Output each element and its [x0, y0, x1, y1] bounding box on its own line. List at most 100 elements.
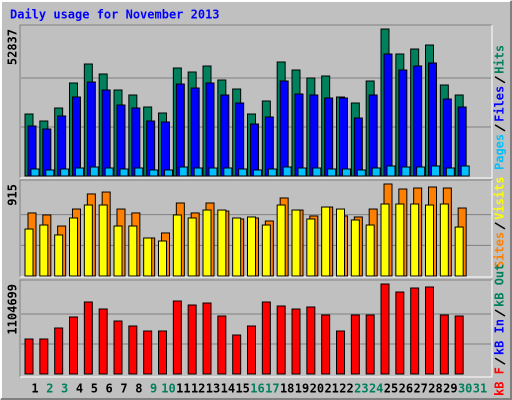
x-tick-label: 5	[91, 382, 98, 396]
bar	[113, 320, 123, 375]
legend-label: Visits	[493, 177, 507, 220]
bar	[342, 168, 351, 177]
panel-bevel	[20, 25, 493, 179]
x-tick-label: 17	[265, 382, 279, 396]
x-tick-label: 29	[443, 382, 457, 396]
x-tick-label: 11	[176, 382, 190, 396]
x-tick-label: 8	[135, 382, 142, 396]
bar	[250, 123, 259, 177]
bar	[217, 315, 227, 375]
bar	[161, 121, 170, 177]
bar	[297, 167, 307, 177]
bar	[208, 167, 218, 177]
bar	[75, 167, 84, 177]
x-tick-label: 19	[295, 382, 309, 396]
x-tick-label: 2	[46, 382, 53, 396]
bar	[279, 80, 289, 177]
x-tick-label: 26	[399, 382, 413, 396]
legend-label: kB In	[493, 319, 507, 355]
bar	[158, 330, 167, 375]
bar	[253, 169, 262, 177]
bar	[104, 167, 114, 177]
bar	[143, 237, 153, 277]
bar	[276, 305, 286, 375]
x-tick-label: 16	[250, 382, 264, 396]
legend: kB F kB In kB Out	[493, 264, 507, 396]
bar	[175, 83, 185, 177]
bar	[321, 314, 331, 375]
x-tick-label: 15	[235, 382, 249, 396]
bar	[247, 325, 256, 375]
bar	[336, 208, 345, 277]
bar	[264, 116, 274, 177]
legend-separator	[494, 309, 506, 317]
legend-separator	[494, 357, 506, 365]
bar	[57, 115, 67, 177]
bar	[356, 169, 366, 177]
panel-bevel	[19, 24, 492, 178]
x-tick-label: 9	[150, 382, 157, 396]
bar	[39, 224, 49, 277]
y-tick-label: 915	[6, 184, 20, 206]
x-tick-label: 20	[310, 382, 324, 396]
bar	[247, 216, 256, 277]
bar	[261, 224, 271, 277]
bar	[172, 300, 182, 375]
legend-separator	[494, 124, 506, 132]
x-tick-label: 1	[31, 382, 38, 396]
bar	[116, 104, 126, 177]
bar	[39, 338, 49, 375]
bar	[439, 203, 449, 277]
bar	[350, 314, 360, 375]
bar	[291, 209, 301, 277]
x-tick-label: 6	[106, 382, 113, 396]
bar	[69, 316, 78, 375]
x-tick-label: 10	[161, 382, 175, 396]
bar	[69, 217, 78, 277]
bar	[172, 214, 182, 277]
bar	[54, 327, 64, 375]
chart-title: Daily usage for November 2013	[10, 8, 220, 22]
bar	[267, 168, 277, 177]
bar	[158, 240, 167, 277]
bar	[149, 169, 159, 177]
bar	[98, 204, 108, 277]
bar	[454, 315, 464, 375]
bar	[131, 107, 141, 177]
bar	[425, 204, 434, 277]
x-tick-label: 13	[206, 382, 220, 396]
bar	[128, 325, 138, 375]
bar	[232, 334, 242, 375]
x-tick-label: 28	[428, 382, 442, 396]
bar	[24, 228, 34, 277]
panel-bevel	[20, 180, 493, 278]
bar	[60, 168, 70, 177]
x-tick-label: 24	[369, 382, 383, 396]
bar	[442, 98, 452, 177]
x-tick-label: 12	[191, 382, 205, 396]
bar	[202, 209, 212, 277]
bar	[291, 308, 301, 375]
bar	[306, 306, 316, 375]
bar	[386, 165, 396, 177]
bar	[368, 94, 378, 177]
bar	[113, 225, 123, 277]
bar	[205, 82, 215, 177]
bar	[312, 167, 322, 177]
bar	[282, 166, 292, 177]
bar	[187, 217, 197, 277]
bar	[401, 166, 411, 177]
bar	[143, 330, 153, 375]
bar	[383, 53, 393, 177]
legend-label: Hits	[493, 45, 507, 74]
bar	[309, 94, 319, 177]
bar	[202, 302, 212, 375]
bar	[454, 226, 464, 277]
bar	[83, 301, 93, 375]
x-tick-label: 31	[473, 382, 487, 396]
bar	[410, 203, 420, 277]
bar	[261, 301, 271, 375]
bar	[54, 234, 64, 277]
